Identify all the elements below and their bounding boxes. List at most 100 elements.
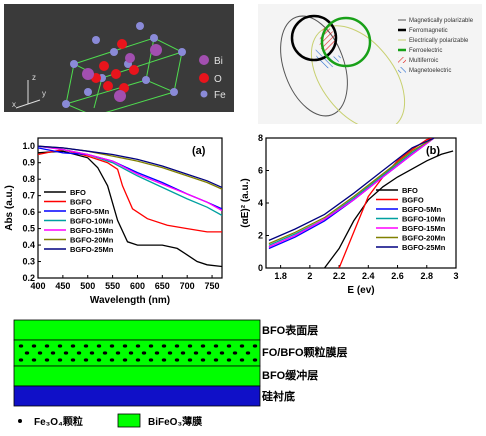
- fe3o4-particle: [18, 344, 24, 348]
- o-legend-label: O: [214, 74, 222, 85]
- magnetoelectric-key: [398, 67, 406, 73]
- fe3o4-particle: [76, 351, 82, 355]
- y-tick-label: 0.2: [22, 273, 35, 283]
- fe3o4-particle: [213, 344, 219, 348]
- layer-label-buffer: BFO缓冲层: [262, 368, 318, 382]
- fe3o4-particle: [109, 344, 115, 348]
- fe-atoms: [62, 22, 186, 108]
- fe3o4-particle: [135, 344, 141, 348]
- fe3o4-particle: [96, 358, 102, 362]
- axis-x-label: x: [12, 100, 16, 109]
- fe3o4-particle: [70, 344, 76, 348]
- magnetically-polarizable-label: Magnetically polarizable: [409, 18, 474, 24]
- legend-label: BGFO: [402, 196, 424, 205]
- fe3o4-particle: [141, 351, 147, 355]
- y-tick-label: 4: [258, 198, 263, 208]
- legend-label: BGFO-20Mn: [70, 236, 114, 245]
- legend-label: BGFO-5Mn: [70, 207, 110, 216]
- fe3o4-particle: [252, 344, 258, 348]
- y-tick-label: 0.5: [22, 224, 35, 234]
- magnetoelectric-label: Magnetoelectric: [409, 68, 451, 74]
- fe3o4-particle: [31, 358, 37, 362]
- fe3o4-particle: [167, 351, 173, 355]
- fe3o4-particle: [63, 351, 69, 355]
- x-axis-title: E (ev): [347, 285, 374, 296]
- series-line-bgfo-10mn: [268, 138, 435, 246]
- fe3o4-particles: [18, 344, 258, 362]
- y-tick-label: 6: [258, 166, 263, 176]
- tauc-chart-svg: 1.8 2 2.2 2.4 2.6 2.8 3 0 2 4 6 8 E (ev) (αE)² (a.u.)…: [240, 133, 459, 296]
- fe3o4-particle: [135, 358, 141, 362]
- fe-legend-label: Fe: [214, 90, 226, 101]
- ferromagnetic-label: Ferromagnetic: [409, 28, 448, 34]
- legend-label: BGFO-15Mn: [402, 224, 446, 233]
- fe3o4-particle: [148, 344, 154, 348]
- layer-label-particle-film: FO/BFO颗粒膜层: [262, 345, 348, 359]
- axis-z-label: z: [32, 73, 36, 82]
- fe3o4-particle: [18, 358, 24, 362]
- fe-legend-swatch: [200, 90, 208, 98]
- absorption-chart-svg: 400 450 500 550 600 650 700 750 0.2 0.3 0.4 0.5 0.6 0…: [4, 137, 223, 306]
- y-tick-label: 0: [258, 263, 263, 273]
- legend-label: BFO: [402, 186, 418, 195]
- particle-legend-swatch: [18, 419, 22, 423]
- series-line-bgfo-20mn: [268, 138, 435, 245]
- film-legend-swatch: [117, 413, 141, 428]
- x-tick-label: 2.6: [391, 271, 404, 281]
- fe3o4-particle: [50, 351, 56, 355]
- fe3o4-particle: [57, 344, 63, 348]
- electrically-polarizable-label: Electrically polarizable: [409, 38, 469, 44]
- fe3o4-particle: [245, 351, 251, 355]
- fe3o4-particle: [174, 344, 180, 348]
- series-line-bgfo: [38, 148, 222, 233]
- particle-legend-label: Fe₃O₄颗粒: [34, 415, 83, 428]
- fe3o4-particle: [83, 358, 89, 362]
- panel-label: (a): [192, 145, 206, 157]
- ferroelectric-label: Ferroelectric: [409, 48, 442, 54]
- y-tick-label: 8: [258, 133, 263, 143]
- fe3o4-particle: [83, 344, 89, 348]
- y-axis-title: (αE)² (a.u.): [240, 178, 251, 227]
- axis-y-label: y: [42, 89, 46, 98]
- y-tick-label: 0.3: [22, 257, 35, 267]
- legend-label: BGFO-10Mn: [402, 215, 446, 224]
- x-tick-label: 2: [307, 271, 312, 281]
- ferroelectric-circle: [320, 16, 372, 68]
- electrically-polarizable-ellipse: [310, 25, 406, 131]
- x-tick-label: 450: [55, 281, 70, 291]
- x-tick-label: 750: [205, 281, 220, 291]
- fe3o4-particle: [115, 351, 121, 355]
- fe3o4-particle: [57, 358, 63, 362]
- y-tick-label: 1.0: [22, 141, 35, 151]
- o-legend-swatch: [199, 73, 209, 83]
- x-tick-label: 500: [80, 281, 95, 291]
- legend-label: BGFO-20Mn: [402, 234, 446, 243]
- ferromagnetic-circle: [290, 14, 338, 62]
- fe3o4-particle: [232, 351, 238, 355]
- legend-label: BFO: [70, 188, 86, 197]
- crystal-legend: Bi O Fe: [199, 55, 226, 101]
- series-line-bgfo-25mn: [38, 145, 222, 188]
- fe3o4-particle: [206, 351, 212, 355]
- x-tick-label: 650: [155, 281, 170, 291]
- x-tick-label: 3: [453, 271, 458, 281]
- multiferroic-label: Multiferroic: [409, 58, 438, 64]
- fe3o4-particle: [200, 344, 206, 348]
- x-tick-label: 700: [180, 281, 195, 291]
- fe3o4-particle: [252, 358, 258, 362]
- x-tick-label: 600: [130, 281, 145, 291]
- y-axis-title: Abs (a.u.): [4, 185, 15, 231]
- multiferroic-key: [398, 57, 406, 63]
- fe3o4-particle: [187, 358, 193, 362]
- series-line-bgfo-25mn: [268, 138, 435, 241]
- fe3o4-particle: [200, 358, 206, 362]
- fe3o4-particle: [109, 358, 115, 362]
- layer-schematic-drawing: BFO表面层 FO/BFO颗粒膜层 BFO缓冲层 硅衬底 Fe₃O₄颗粒 BiF…: [13, 319, 348, 428]
- fe3o4-particle: [31, 344, 37, 348]
- bi-legend-swatch: [199, 55, 209, 65]
- legend-label: BGFO-10Mn: [70, 217, 114, 226]
- fe3o4-particle: [180, 351, 186, 355]
- layer-label-surface: BFO表面层: [262, 323, 318, 337]
- x-tick-label: 2.4: [362, 271, 375, 281]
- fe3o4-particle: [122, 344, 128, 348]
